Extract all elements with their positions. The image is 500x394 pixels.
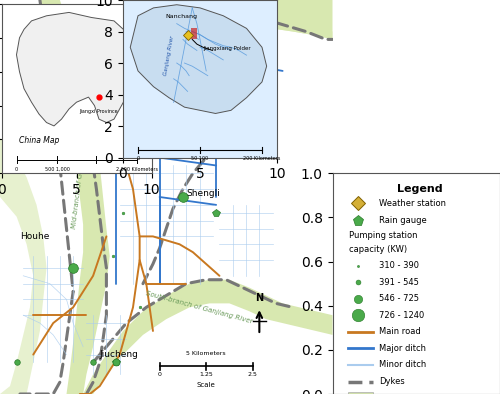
Text: Mid-branch of Ganjiang River: Mid-branch of Ganjiang River (70, 126, 89, 229)
FancyBboxPatch shape (348, 392, 372, 394)
Polygon shape (0, 138, 46, 394)
Text: Jiangxiang Polder: Jiangxiang Polder (203, 46, 250, 51)
Text: Xishe: Xishe (173, 43, 198, 52)
Text: Legend: Legend (397, 184, 442, 194)
Text: 0: 0 (15, 167, 18, 171)
Text: Jiucheng: Jiucheng (100, 350, 138, 359)
Text: Main road: Main road (380, 327, 421, 336)
Text: Scale: Scale (197, 382, 216, 388)
Text: China Map: China Map (19, 136, 59, 145)
Text: South-branch of Ganjiang River: South-branch of Ganjiang River (146, 290, 254, 325)
Polygon shape (16, 12, 140, 126)
Text: 50 100: 50 100 (192, 156, 208, 161)
Text: 500 1,000: 500 1,000 (44, 167, 70, 171)
Polygon shape (206, 0, 332, 39)
Text: Nanchang: Nanchang (166, 14, 198, 19)
Text: 2,000 Kilometers: 2,000 Kilometers (116, 167, 158, 171)
Text: Minor ditch: Minor ditch (380, 361, 426, 370)
Text: 391 - 545: 391 - 545 (380, 278, 420, 287)
Text: Weather station: Weather station (380, 199, 446, 208)
Polygon shape (126, 0, 332, 39)
Text: Rain gauge: Rain gauge (380, 216, 427, 225)
Polygon shape (83, 280, 332, 394)
Text: 0: 0 (136, 156, 140, 161)
Polygon shape (40, 0, 110, 394)
Text: Houhe: Houhe (20, 232, 50, 241)
Text: 546 - 725: 546 - 725 (380, 294, 420, 303)
Text: 2.5: 2.5 (248, 372, 258, 377)
Text: Jiangxi Province: Jiangxi Province (80, 109, 118, 114)
Text: Dykes: Dykes (380, 377, 405, 386)
Text: Lianwei: Lianwei (110, 126, 144, 134)
Text: N: N (256, 294, 264, 303)
Text: Shengli: Shengli (186, 189, 220, 197)
Text: 310 - 390: 310 - 390 (380, 262, 420, 270)
Text: capacity (KW): capacity (KW) (349, 245, 408, 254)
Text: 5 Kilometers: 5 Kilometers (186, 351, 226, 356)
Polygon shape (130, 5, 266, 113)
Text: 0: 0 (158, 372, 162, 377)
Text: Major ditch: Major ditch (380, 344, 426, 353)
Text: 1.25: 1.25 (200, 372, 213, 377)
Text: Yufeng: Yufeng (240, 102, 270, 111)
Text: 726 - 1240: 726 - 1240 (380, 311, 424, 320)
Text: Ganjiang River: Ganjiang River (163, 35, 175, 76)
Polygon shape (190, 28, 197, 39)
Text: Pumping station: Pumping station (349, 230, 418, 240)
Text: 200 Kilometers: 200 Kilometers (244, 156, 281, 161)
